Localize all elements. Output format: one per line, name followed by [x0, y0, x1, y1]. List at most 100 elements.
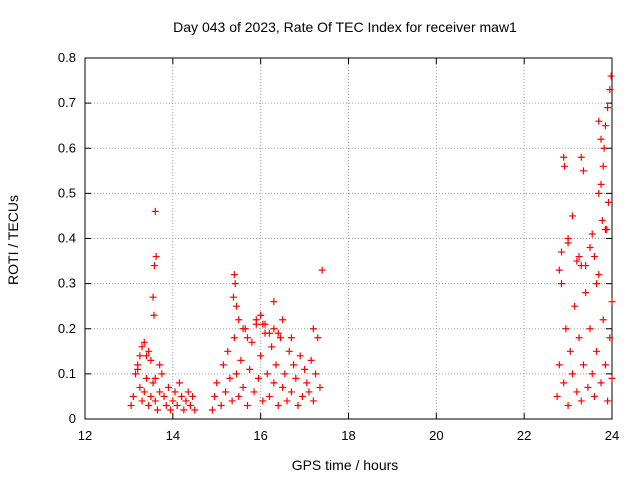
data-point: [298, 392, 306, 400]
data-point: [577, 397, 585, 405]
data-point: [248, 338, 256, 346]
data-point: [173, 401, 181, 409]
data-point: [562, 325, 570, 333]
data-point: [555, 266, 563, 274]
data-point: [597, 379, 605, 387]
data-point: [149, 379, 157, 387]
data-point: [316, 383, 324, 391]
data-point: [305, 388, 313, 396]
data-point: [219, 361, 227, 369]
data-point: [156, 388, 164, 396]
x-tick-label: 24: [605, 428, 619, 443]
x-tick-label: 12: [78, 428, 92, 443]
data-point: [312, 370, 320, 378]
data-point: [268, 343, 276, 351]
x-tick-label: 16: [253, 428, 267, 443]
data-point: [279, 383, 287, 391]
x-tick-label: 22: [517, 428, 531, 443]
data-point: [224, 347, 232, 355]
x-tick-label: 18: [341, 428, 355, 443]
data-point: [272, 361, 280, 369]
data-points: [127, 72, 616, 414]
data-point: [584, 383, 592, 391]
data-point: [292, 374, 300, 382]
data-point: [593, 280, 601, 288]
data-point: [561, 162, 569, 170]
data-point: [608, 374, 616, 382]
data-point: [208, 406, 216, 414]
chart-title: Day 043 of 2023, Rate Of TEC Index for r…: [173, 19, 517, 35]
data-point: [586, 325, 594, 333]
data-point: [150, 311, 158, 319]
data-point: [606, 86, 614, 94]
y-tick-label: 0: [69, 411, 76, 426]
data-point: [229, 293, 237, 301]
data-point: [309, 325, 317, 333]
data-point: [158, 370, 166, 378]
data-point: [191, 406, 199, 414]
data-point: [560, 153, 568, 161]
x-axis-label: GPS time / hours: [292, 457, 399, 473]
data-point: [575, 253, 583, 261]
data-point: [281, 370, 289, 378]
data-point: [274, 329, 282, 337]
data-point: [283, 397, 291, 405]
data-point: [150, 262, 158, 270]
data-point: [145, 347, 153, 355]
data-point: [603, 225, 611, 233]
data-point: [274, 401, 282, 409]
axis-ticks: 12 14 16 18 20 22 24 0 0.1 0.2 0.3 0.4 0.5 0.6 0.7 0.8: [58, 50, 619, 443]
data-point: [252, 316, 260, 324]
y-axis-label: ROTI / TECUs: [5, 195, 21, 285]
data-point: [138, 343, 146, 351]
data-point: [239, 383, 247, 391]
data-point: [237, 356, 245, 364]
data-point: [599, 162, 607, 170]
data-point: [138, 397, 146, 405]
data-point: [164, 383, 172, 391]
data-point: [606, 334, 614, 342]
data-point: [294, 401, 302, 409]
data-point: [597, 180, 605, 188]
data-point: [167, 406, 175, 414]
data-point: [235, 392, 243, 400]
data-point: [557, 280, 565, 288]
data-point: [213, 379, 221, 387]
y-tick-label: 0.7: [58, 95, 76, 110]
data-point: [557, 248, 565, 256]
data-point: [182, 397, 190, 405]
data-point: [127, 401, 135, 409]
data-point: [231, 280, 239, 288]
data-point: [607, 72, 615, 80]
data-point: [235, 316, 243, 324]
data-point: [184, 388, 192, 396]
data-point: [145, 401, 153, 409]
data-point: [604, 104, 612, 112]
data-point: [577, 153, 585, 161]
y-tick-label: 0.4: [58, 231, 76, 246]
data-point: [142, 374, 150, 382]
data-point: [254, 374, 262, 382]
y-tick-label: 0.6: [58, 140, 76, 155]
data-point: [586, 244, 594, 252]
data-point: [595, 189, 603, 197]
data-point: [579, 167, 587, 175]
y-tick-label: 0.1: [58, 366, 76, 381]
data-point: [265, 329, 273, 337]
data-point: [573, 257, 581, 265]
data-point: [132, 370, 140, 378]
data-point: [564, 401, 572, 409]
data-point: [575, 334, 583, 342]
data-point: [564, 239, 572, 247]
data-point: [211, 392, 219, 400]
data-point: [243, 401, 251, 409]
data-point: [178, 392, 186, 400]
data-point: [279, 316, 287, 324]
data-point: [566, 347, 574, 355]
data-point: [156, 361, 164, 369]
data-point: [230, 271, 238, 279]
y-tick-label: 0.5: [58, 185, 76, 200]
data-point: [276, 334, 284, 342]
data-point: [140, 388, 148, 396]
